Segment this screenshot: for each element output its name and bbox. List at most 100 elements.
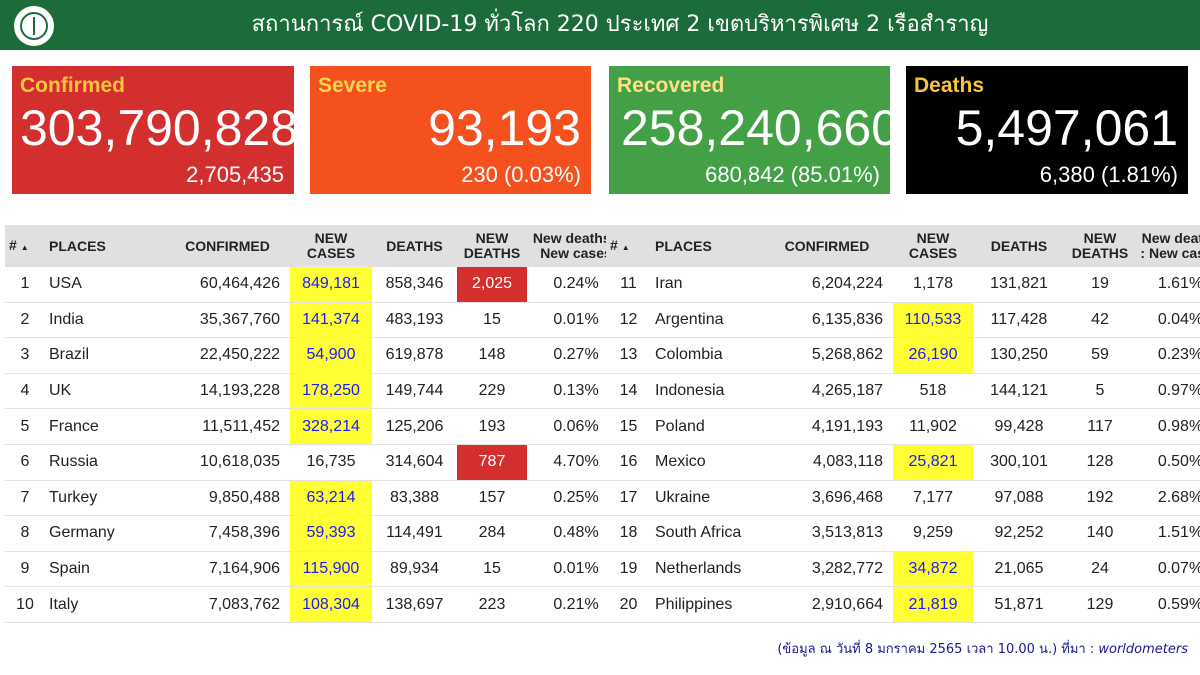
new-deaths-cell: 223 <box>457 586 527 623</box>
table-row[interactable]: 15 Poland 4,191,193 11,902 99,428 117 0.98% <box>606 408 1200 445</box>
table-row[interactable]: 5 France 11,511,452 328,214 125,206 193 0.06% <box>5 408 625 445</box>
col-deaths-header[interactable]: DEATHS <box>973 225 1065 267</box>
place-cell: Iran <box>651 267 761 303</box>
new-cases-cell: 115,900 <box>290 551 372 588</box>
confirmed-new: 2,705,435 <box>186 162 284 187</box>
recovered-card: Recovered 258,240,660 680,842 (85.01%) <box>609 66 899 194</box>
new-cases-cell: 54,900 <box>290 337 372 374</box>
new-deaths-cell: 148 <box>457 337 527 374</box>
table-row[interactable]: 1 USA 60,464,426 849,181 858,346 2,025 0.24% <box>5 267 625 303</box>
table-row[interactable]: 7 Turkey 9,850,488 63,214 83,388 157 0.25% <box>5 480 625 517</box>
deaths-cell: 858,346 <box>372 267 457 303</box>
confirmed-cell: 11,511,452 <box>165 408 290 445</box>
rank-cell: 7 <box>5 480 45 517</box>
col-new-deaths-header[interactable]: NEW DEATHS <box>457 225 527 267</box>
new-deaths-cell: 2,025 <box>457 267 527 303</box>
table-row[interactable]: 2 India 35,367,760 141,374 483,193 15 0.01% <box>5 302 625 339</box>
col-new-deaths-header[interactable]: NEW DEATHS <box>1065 225 1135 267</box>
severe-card: Severe 93,193 230 (0.03%) <box>310 66 591 194</box>
table-row[interactable]: 6 Russia 10,618,035 16,735 314,604 787 4.70% <box>5 444 625 481</box>
deaths-label: Deaths <box>914 74 985 97</box>
table-row[interactable]: 8 Germany 7,458,396 59,393 114,491 284 0.48% <box>5 515 625 552</box>
deaths-cell: 92,252 <box>973 515 1065 552</box>
ratio-cell: 0.98% <box>1135 408 1200 445</box>
table-row[interactable]: 19 Netherlands 3,282,772 34,872 21,065 24 0.07… <box>606 551 1200 588</box>
ministry-logo-icon <box>12 4 56 48</box>
ratio-cell: 0.59% <box>1135 586 1200 623</box>
confirmed-cell: 3,282,772 <box>761 551 893 588</box>
ratio-cell: 2.68% <box>1135 480 1200 517</box>
col-ratio-header[interactable]: New deaths : New cases <box>1135 225 1200 267</box>
recovered-value: 258,240,660 <box>621 100 900 156</box>
rank-cell: 11 <box>606 267 651 303</box>
place-cell: Colombia <box>651 337 761 374</box>
col-rank-header[interactable]: # ▲ <box>5 225 45 267</box>
table-row[interactable]: 3 Brazil 22,450,222 54,900 619,878 148 0.27% <box>5 337 625 374</box>
table-row[interactable]: 10 Italy 7,083,762 108,304 138,697 223 0.21% <box>5 586 625 623</box>
confirmed-cell: 9,850,488 <box>165 480 290 517</box>
deaths-cell: 117,428 <box>973 302 1065 339</box>
new-deaths-cell: 117 <box>1065 408 1135 445</box>
table-row[interactable]: 12 Argentina 6,135,836 110,533 117,428 42 0.04… <box>606 302 1200 339</box>
header-bar: สถานการณ์ COVID-19 ทั่วโลก 220 ประเทศ 2 … <box>0 0 1200 50</box>
new-cases-cell: 59,393 <box>290 515 372 552</box>
col-deaths-header[interactable]: DEATHS <box>372 225 457 267</box>
col-places-header[interactable]: PLACES <box>45 225 165 267</box>
table-row[interactable]: 18 South Africa 3,513,813 9,259 92,252 140 1.5… <box>606 515 1200 552</box>
deaths-card: Deaths 5,497,061 6,380 (1.81%) <box>906 66 1188 194</box>
place-cell: Netherlands <box>651 551 761 588</box>
new-deaths-cell: 129 <box>1065 586 1135 623</box>
page-title: สถานการณ์ COVID-19 ทั่วโลก 220 ประเทศ 2 … <box>251 12 989 37</box>
footer-source-link[interactable]: worldometers <box>1098 642 1188 657</box>
place-cell: Poland <box>651 408 761 445</box>
col-new-cases-header[interactable]: NEW CASES <box>290 225 372 267</box>
confirmed-cell: 2,910,664 <box>761 586 893 623</box>
table-header-row: # ▲ PLACES CONFIRMED NEW CASES DEATHS NEW… <box>5 225 625 267</box>
col-rank-header[interactable]: # ▲ <box>606 225 651 267</box>
deaths-cell: 300,101 <box>973 444 1065 481</box>
table-row[interactable]: 11 Iran 6,204,224 1,178 131,821 19 1.61% <box>606 267 1200 303</box>
rank-cell: 2 <box>5 302 45 339</box>
ratio-cell: 0.50% <box>1135 444 1200 481</box>
col-confirmed-header[interactable]: CONFIRMED <box>165 225 290 267</box>
table-row[interactable]: 13 Colombia 5,268,862 26,190 130,250 59 0.23% <box>606 337 1200 374</box>
new-cases-cell: 26,190 <box>893 337 973 374</box>
new-deaths-cell: 5 <box>1065 373 1135 410</box>
new-cases-cell: 34,872 <box>893 551 973 588</box>
new-cases-cell: 141,374 <box>290 302 372 339</box>
footer-source: (ข้อมูล ณ วันที่ 8 มกราคม 2565 เวลา 10.0… <box>777 638 1188 659</box>
deaths-cell: 21,065 <box>973 551 1065 588</box>
ratio-cell: 1.61% <box>1135 267 1200 303</box>
sort-asc-icon[interactable]: ▲ <box>621 242 630 252</box>
sort-asc-icon[interactable]: ▲ <box>20 242 29 252</box>
new-deaths-cell: 15 <box>457 551 527 588</box>
table-row[interactable]: 4 UK 14,193,228 178,250 149,744 229 0.13% <box>5 373 625 410</box>
confirmed-cell: 7,083,762 <box>165 586 290 623</box>
confirmed-cell: 7,458,396 <box>165 515 290 552</box>
table-row[interactable]: 9 Spain 7,164,906 115,900 89,934 15 0.01% <box>5 551 625 588</box>
confirmed-cell: 3,513,813 <box>761 515 893 552</box>
confirmed-cell: 22,450,222 <box>165 337 290 374</box>
deaths-cell: 144,121 <box>973 373 1065 410</box>
table-row[interactable]: 17 Ukraine 3,696,468 7,177 97,088 192 2.68% <box>606 480 1200 517</box>
table-row[interactable]: 16 Mexico 4,083,118 25,821 300,101 128 0.50% <box>606 444 1200 481</box>
country-table-left: # ▲ PLACES CONFIRMED NEW CASES DEATHS NEW… <box>5 225 625 623</box>
new-cases-cell: 16,735 <box>290 444 372 481</box>
new-cases-cell: 9,259 <box>893 515 973 552</box>
new-cases-cell: 1,178 <box>893 267 973 303</box>
col-confirmed-header[interactable]: CONFIRMED <box>761 225 893 267</box>
new-cases-cell: 328,214 <box>290 408 372 445</box>
col-new-cases-header[interactable]: NEW CASES <box>893 225 973 267</box>
new-deaths-cell: 42 <box>1065 302 1135 339</box>
rank-cell: 6 <box>5 444 45 481</box>
footer-text: (ข้อมูล ณ วันที่ 8 มกราคม 2565 เวลา 10.0… <box>777 642 1099 657</box>
new-deaths-cell: 19 <box>1065 267 1135 303</box>
deaths-cell: 125,206 <box>372 408 457 445</box>
deaths-cell: 51,871 <box>973 586 1065 623</box>
place-cell: UK <box>45 373 165 410</box>
table-row[interactable]: 20 Philippines 2,910,664 21,819 51,871 129 0.5… <box>606 586 1200 623</box>
table-row[interactable]: 14 Indonesia 4,265,187 518 144,121 5 0.97% <box>606 373 1200 410</box>
rank-cell: 20 <box>606 586 651 623</box>
col-places-header[interactable]: PLACES <box>651 225 761 267</box>
recovered-label: Recovered <box>617 74 725 97</box>
